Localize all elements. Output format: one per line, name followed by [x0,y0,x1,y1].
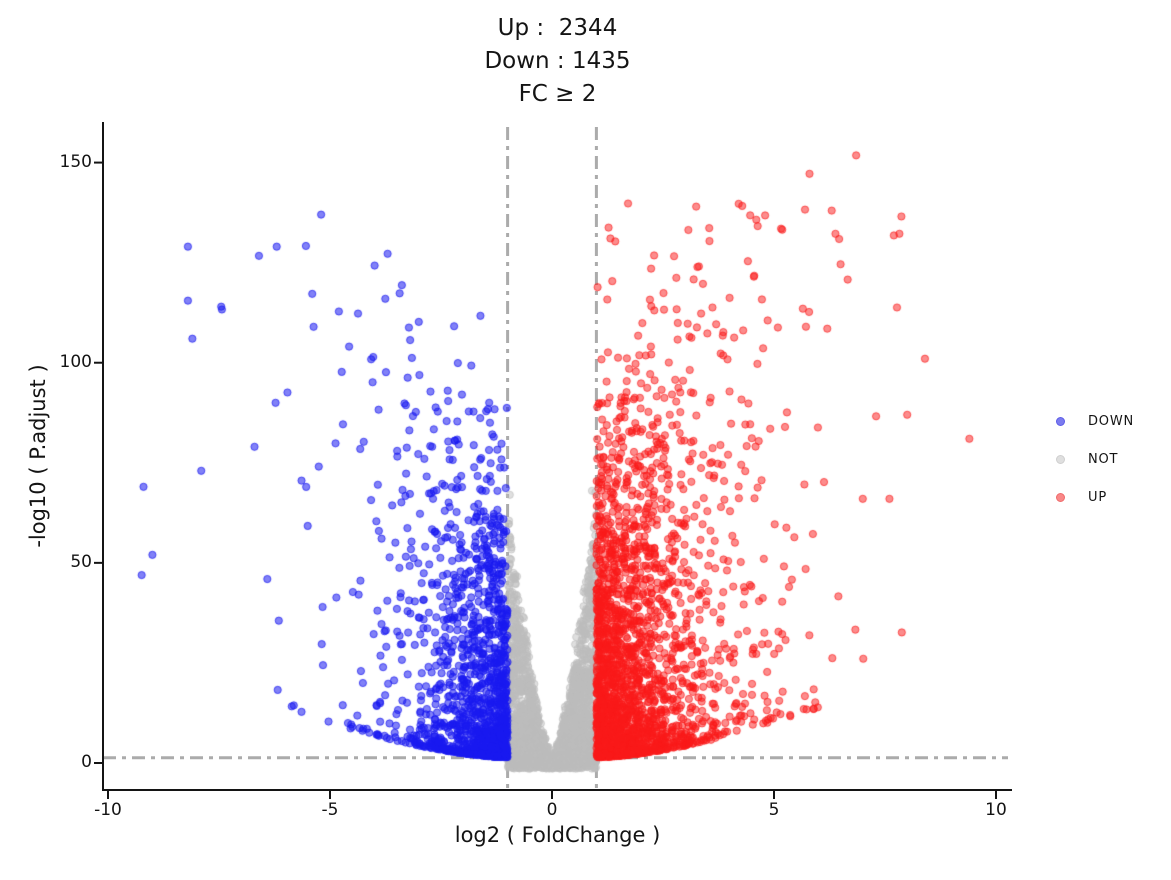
y-tick-label: 0 [81,752,92,772]
legend-item-down: DOWN [1056,410,1134,432]
x-tick-label: 10 [985,800,1007,820]
title-line-fc-threshold: FC ≥ 2 [518,81,597,107]
legend-label: UP [1088,489,1107,505]
legend-label: DOWN [1088,413,1135,429]
x-axis-label: log2 ( FoldChange ) [454,823,661,847]
legend: DOWN NOT UP [1056,410,1134,508]
legend-swatch-down-icon [1056,416,1065,426]
y-axis-label: -log10 ( P.adjust ) [26,364,50,548]
legend-swatch-not-icon [1056,454,1065,464]
x-tick-label: -5 [321,800,339,820]
title-line-down-count: Down : 1435 [484,48,631,74]
title-line-up-count: Up : 2344 [497,15,618,41]
y-tick-label: 50 [70,551,92,572]
legend-swatch-up-icon [1056,492,1065,502]
legend-label: NOT [1088,451,1119,467]
legend-item-up: UP [1056,486,1134,508]
y-tick-label: 100 [59,351,92,372]
x-tick-label: 5 [768,800,780,820]
x-tick-label: 0 [546,800,558,820]
legend-item-not: NOT [1056,448,1134,470]
y-tick-label: 150 [59,151,92,172]
chart-title: Up : 2344 Down : 1435 FC ≥ 2 [103,12,1012,111]
x-tick-label: -10 [94,800,122,820]
